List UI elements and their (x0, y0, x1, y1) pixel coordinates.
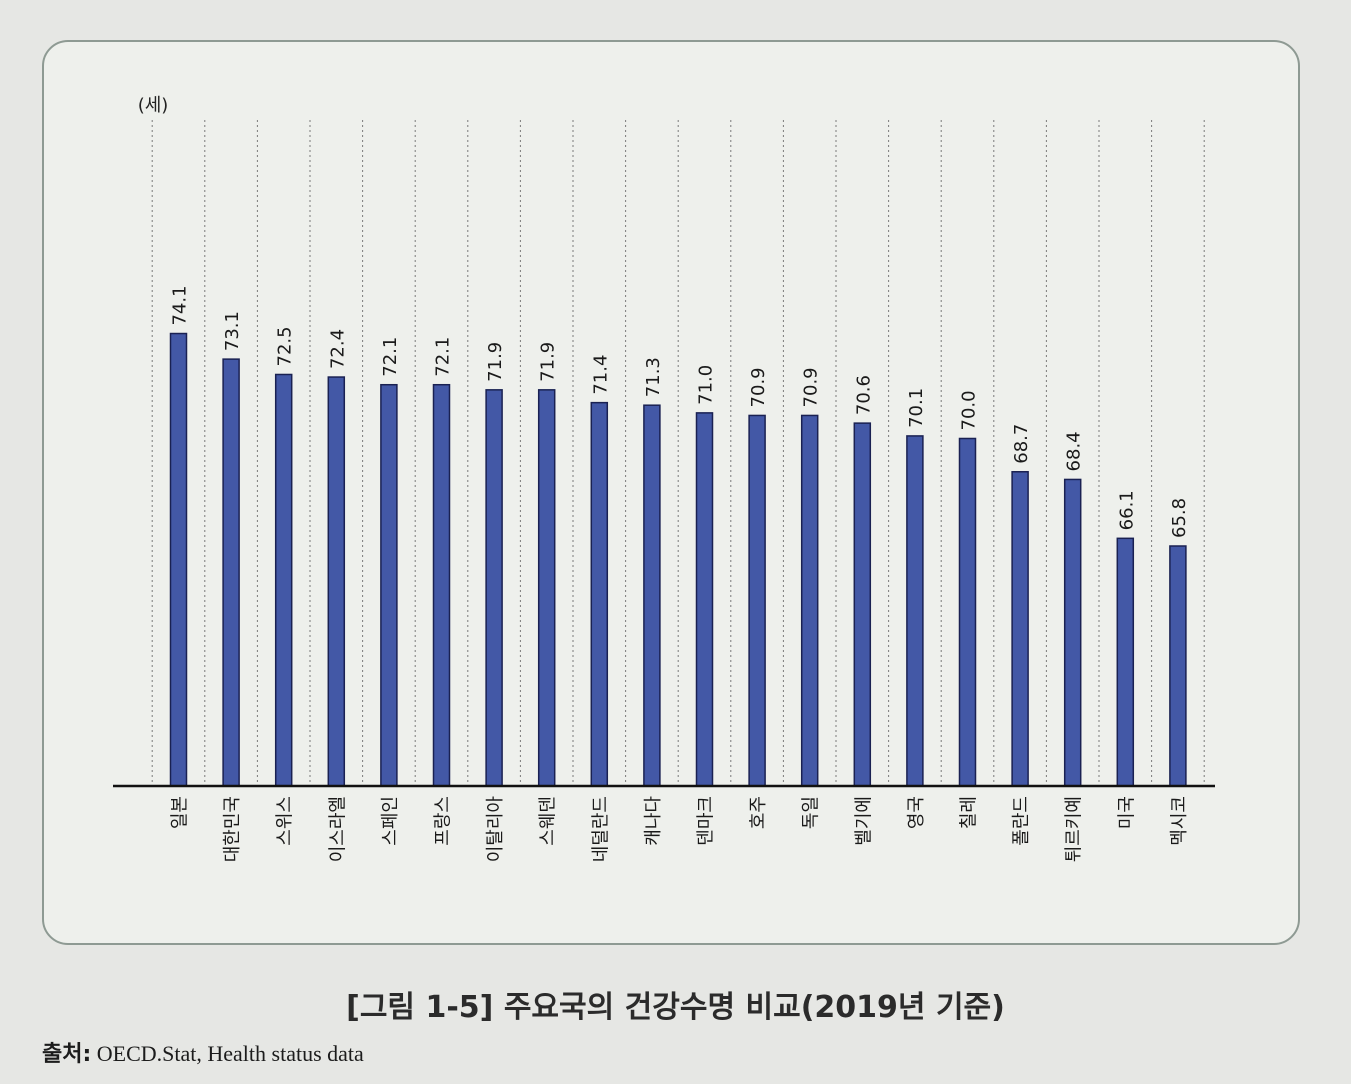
bar-12 (748, 414, 766, 787)
category-label: 독일 (801, 796, 822, 829)
bars (169, 332, 1187, 787)
source-note: 출처: OECD.Stat, Health status data (42, 1036, 364, 1068)
bar-19 (1116, 537, 1135, 787)
category-label: 벨기에 (853, 796, 874, 846)
value-label: 71.4 (590, 355, 611, 395)
category-label: 스위스 (275, 796, 296, 846)
source-label: 출처: (42, 1042, 92, 1067)
value-label: 71.9 (485, 342, 506, 382)
category-labels: 일본 대한민국 스위스 이스라엘 스페인 프랑스 이탈리아 스웨덴 네덜란드 캐나다 덴마크 호주 독일… (170, 796, 1190, 863)
bar-4 (327, 376, 346, 787)
value-label: 65.8 (1169, 498, 1190, 538)
value-label: 71.0 (696, 365, 717, 405)
bar-10 (643, 404, 661, 787)
bar-13 (800, 414, 819, 787)
bar-1 (169, 332, 188, 787)
bar-15 (906, 435, 924, 787)
value-labels: 74.1 73.1 72.5 72.4 72.1 72.1 71.9 71.9 71.4 71.3… (170, 285, 1190, 538)
value-label: 70.1 (906, 388, 927, 428)
figure-caption: [그림 1-5] 주요국의 건강수명 비교(2019년 기준) (346, 990, 1005, 1025)
bar-11 (695, 412, 714, 787)
category-label: 네덜란드 (590, 796, 611, 862)
grid-lines (151, 120, 1205, 786)
value-label: 73.1 (222, 311, 243, 351)
bar-7 (485, 389, 503, 787)
bar-3 (274, 373, 293, 787)
category-label: 멕시코 (1169, 796, 1190, 846)
bar-18 (1063, 478, 1082, 787)
bar-9 (590, 401, 609, 787)
category-label: 이스라엘 (327, 796, 348, 862)
value-label: 70.0 (959, 390, 980, 430)
bar-20 (1169, 545, 1187, 787)
value-label: 74.1 (170, 285, 191, 325)
category-label: 캐나다 (643, 796, 664, 846)
y-axis-unit-label: (세) (138, 95, 169, 116)
value-label: 72.1 (380, 337, 401, 377)
bar-2 (222, 358, 240, 787)
category-label: 폴란드 (1011, 796, 1032, 846)
value-label: 70.9 (801, 367, 822, 407)
category-label: 스페인 (380, 796, 401, 846)
category-label: 영국 (906, 796, 927, 829)
category-label: 스웨덴 (538, 796, 559, 846)
category-label: 프랑스 (433, 796, 454, 846)
category-label: 미국 (1116, 796, 1137, 829)
bar-8 (537, 389, 556, 787)
value-label: 70.6 (853, 375, 874, 415)
bar-14 (853, 422, 872, 787)
category-label: 튀르키예 (1064, 796, 1085, 862)
bar-16 (958, 437, 977, 787)
category-label: 일본 (170, 796, 191, 829)
bar-17 (1011, 471, 1029, 787)
value-label: 66.1 (1116, 490, 1137, 530)
category-label: 대한민국 (222, 796, 243, 862)
value-label: 68.4 (1064, 431, 1085, 471)
value-label: 72.1 (433, 337, 454, 377)
bar-6 (432, 383, 451, 787)
category-label: 호주 (748, 796, 769, 829)
value-label: 68.7 (1011, 424, 1032, 464)
value-label: 72.4 (327, 329, 348, 369)
value-label: 71.3 (643, 357, 664, 397)
category-label: 이탈리아 (485, 796, 506, 863)
chart-panel (42, 40, 1300, 945)
category-label: 덴마크 (696, 796, 717, 846)
source-text: OECD.Stat, Health status data (96, 1041, 364, 1066)
value-label: 72.5 (275, 326, 296, 366)
value-label: 70.9 (748, 367, 769, 407)
bar-5 (380, 383, 398, 787)
bar-chart: 74.1 73.1 72.5 72.4 72.1 72.1 71.9 71.9 71.4 71.3… (113, 95, 1215, 863)
category-label: 칠레 (959, 796, 980, 829)
value-label: 71.9 (538, 342, 559, 382)
